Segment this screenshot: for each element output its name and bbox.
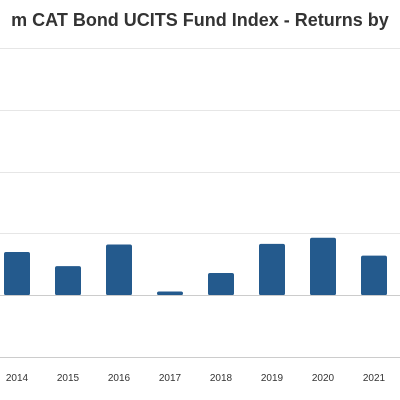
- bar-2019[interactable]: [259, 243, 285, 296]
- chart-title: m CAT Bond UCITS Fund Index - Returns by: [11, 10, 389, 30]
- x-tick-label: 2019: [261, 373, 284, 384]
- x-tick-label: 2015: [57, 373, 80, 384]
- bar-2017[interactable]: [157, 291, 183, 296]
- bar-2016[interactable]: [106, 244, 132, 296]
- x-tick-label: 2020: [312, 373, 335, 384]
- bar-2020[interactable]: [310, 237, 336, 296]
- x-tick-label: 2014: [6, 373, 29, 384]
- x-axis: [0, 295, 400, 358]
- bar-2018[interactable]: [208, 272, 234, 296]
- grid-lines: [0, 48, 400, 358]
- x-tick-label: 2017: [159, 373, 182, 384]
- bar-2015[interactable]: [55, 266, 81, 296]
- x-tick-label: 2018: [210, 373, 233, 384]
- x-tick-labels: 2014 2015 2016 2017 2018 2019 2020 2021: [6, 373, 386, 384]
- bar-2014[interactable]: [4, 251, 30, 296]
- bars: [4, 237, 387, 296]
- x-tick-label: 2016: [108, 373, 131, 384]
- x-tick-label: 2021: [363, 373, 386, 384]
- bar-2021[interactable]: [361, 255, 387, 296]
